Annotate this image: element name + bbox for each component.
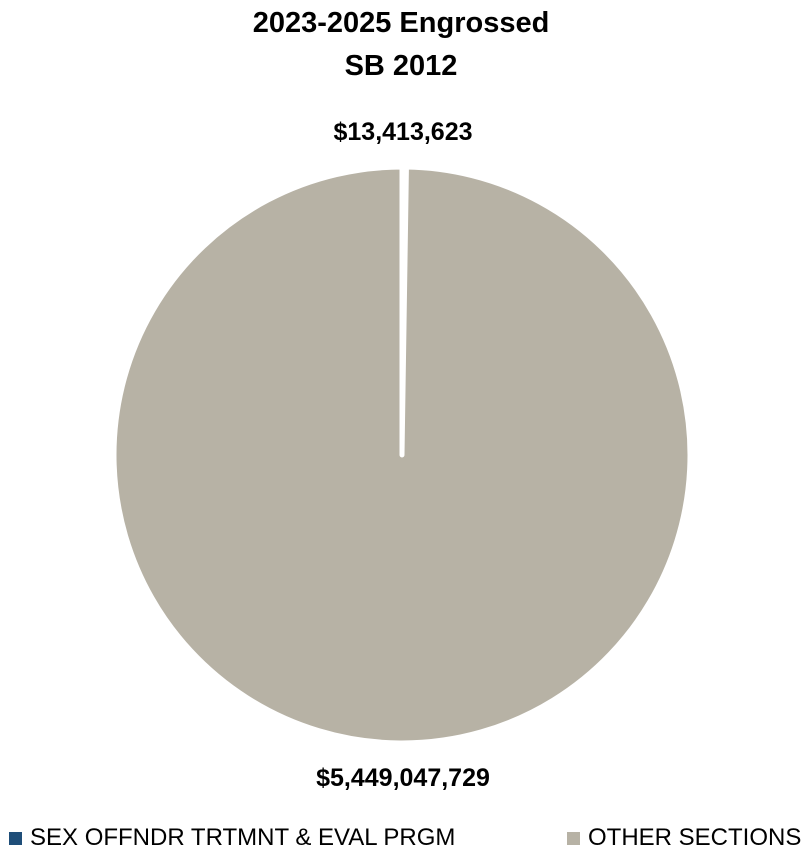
pie-slices: [114, 167, 690, 743]
legend: SEX OFFNDR TRTMNT & EVAL PRGM OTHER SECT…: [0, 823, 812, 853]
pie-slice-1: [114, 167, 690, 743]
data-label-other-sections: $5,449,047,729: [316, 763, 490, 793]
data-label-sex-offender-program: $13,413,623: [333, 117, 472, 147]
chart-title-line-1: 2023-2025 Engrossed: [0, 2, 802, 45]
chart-title-line-2: SB 2012: [0, 45, 802, 88]
legend-swatch: [9, 832, 22, 845]
legend-label: OTHER SECTIONS: [588, 823, 801, 853]
legend-item-other-sections: OTHER SECTIONS: [567, 823, 801, 853]
chart-title: 2023-2025 Engrossed SB 2012: [0, 2, 802, 88]
legend-label: SEX OFFNDR TRTMNT & EVAL PRGM: [30, 823, 455, 853]
legend-item-sex-offender-program: SEX OFFNDR TRTMNT & EVAL PRGM: [9, 823, 455, 853]
legend-swatch: [567, 832, 580, 845]
